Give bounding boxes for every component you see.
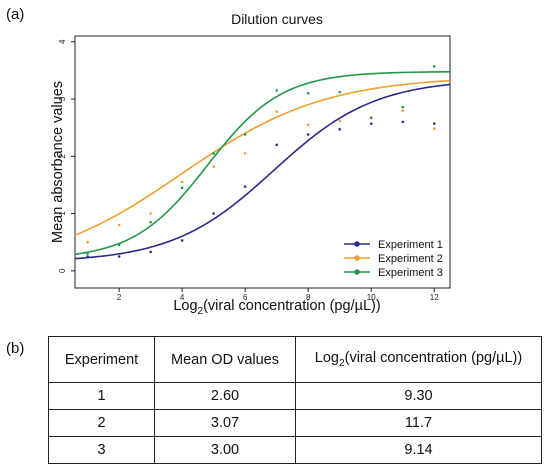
y-tick-label: 4	[58, 39, 67, 44]
y-tick-label: 1	[58, 211, 67, 216]
data-point-experiment-2	[180, 180, 184, 184]
x-axis-label: Log2(viral concentration (pg/µL))	[173, 298, 380, 317]
data-point-experiment-3	[432, 65, 436, 68]
legend-marker-2	[354, 255, 360, 261]
table-row: 2 3.07 11.7	[48, 409, 542, 437]
data-point-experiment-3	[306, 91, 310, 95]
x-tick-label: 8	[306, 293, 311, 302]
data-point-experiment-1	[369, 122, 373, 125]
data-point-experiment-2	[243, 152, 247, 155]
header-log-rest: (viral concentration (pg/µL))	[344, 350, 523, 367]
legend-entry-1: Experiment 1	[344, 239, 443, 251]
header-mean-od: Mean OD values	[154, 336, 296, 383]
data-point-experiment-3	[275, 89, 278, 92]
data-point-experiment-2	[275, 110, 278, 113]
header-log-concentration: Log2(viral concentration (pg/µL))	[295, 336, 542, 383]
cell-experiment: 2	[48, 409, 155, 437]
data-point-experiment-1	[86, 255, 89, 258]
data-point-experiment-1	[180, 239, 184, 242]
x-tick-label: 6	[243, 293, 248, 302]
cell-log-concentration: 9.14	[295, 436, 542, 464]
cell-log-concentration: 9.30	[295, 382, 542, 410]
data-point-experiment-1	[338, 128, 342, 131]
x-tick-label: 2	[117, 293, 122, 302]
data-point-experiment-1	[432, 122, 436, 125]
data-point-experiment-1	[243, 185, 247, 188]
x-tick-label: 12	[430, 293, 439, 302]
data-points	[86, 65, 436, 258]
table-row: 3 3.00 9.14	[48, 436, 542, 464]
data-point-experiment-3	[243, 133, 247, 136]
data-point-experiment-1	[401, 120, 405, 124]
plot-frame	[74, 35, 451, 289]
fit-curve-experiment-1	[74, 83, 451, 260]
data-point-experiment-3	[212, 152, 215, 155]
data-point-experiment-2	[117, 223, 121, 227]
y-tick-label: 0	[58, 268, 67, 273]
cell-experiment: 3	[48, 436, 155, 464]
legend-label-2: Experiment 2	[378, 253, 443, 265]
data-point-experiment-3	[401, 105, 405, 109]
cell-mean-od: 3.07	[154, 409, 296, 437]
header-log-base: 2	[338, 357, 345, 369]
data-point-experiment-1	[212, 212, 215, 215]
y-tick-label: 2	[58, 153, 67, 158]
data-point-experiment-2	[401, 109, 405, 112]
data-point-experiment-2	[338, 119, 342, 123]
panel-label-b: (b)	[6, 340, 25, 357]
data-point-experiment-2	[86, 240, 89, 244]
data-point-experiment-3	[338, 90, 342, 94]
x-axis-label-rest: (viral concentration (pg/µL))	[203, 298, 381, 314]
data-point-experiment-1	[149, 250, 152, 254]
table-header-row: Experiment Mean OD values Log2(viral con…	[48, 336, 542, 383]
data-point-experiment-3	[86, 252, 89, 255]
data-point-experiment-3	[149, 220, 152, 224]
x-tick-label: 10	[367, 293, 376, 302]
data-point-experiment-2	[306, 123, 310, 127]
y-axis-label: Mean absorbance values	[50, 81, 66, 243]
fit-curve-experiment-2	[74, 79, 451, 236]
x-axis-label-log: Log	[173, 298, 197, 314]
data-point-experiment-2	[212, 165, 215, 168]
summary-table: Experiment Mean OD values Log2(viral con…	[48, 336, 542, 464]
legend-marker-3	[354, 269, 360, 275]
cell-log-concentration: 11.7	[295, 409, 542, 437]
legend: Experiment 1 Experiment 2 Experiment 3	[344, 239, 443, 279]
legend-entry-3: Experiment 3	[344, 267, 443, 279]
data-point-experiment-1	[275, 143, 278, 147]
cell-mean-od: 3.00	[154, 436, 296, 464]
fitted-curves	[74, 70, 451, 260]
legend-label-3: Experiment 3	[378, 267, 443, 279]
header-log: Log	[314, 350, 339, 367]
legend-entry-2: Experiment 2	[344, 253, 443, 265]
cell-experiment: 1	[48, 382, 155, 410]
data-point-experiment-1	[117, 255, 121, 258]
data-point-experiment-3	[369, 116, 373, 120]
x-axis-label-base: 2	[198, 306, 204, 317]
data-point-experiment-1	[306, 133, 310, 136]
data-point-experiment-2	[432, 127, 436, 131]
panel-label-a: (a)	[6, 6, 25, 23]
data-point-experiment-2	[149, 212, 152, 215]
data-point-experiment-3	[180, 186, 184, 190]
legend-marker-1	[354, 241, 360, 247]
legend-label-1: Experiment 1	[378, 239, 443, 251]
x-tick-label: 4	[180, 293, 185, 302]
chart-title: Dilution curves	[231, 11, 323, 27]
fit-curve-experiment-3	[74, 70, 451, 256]
header-experiment: Experiment	[48, 336, 155, 383]
cell-mean-od: 2.60	[154, 382, 296, 410]
data-point-experiment-3	[117, 243, 121, 247]
y-tick-label: 3	[58, 96, 67, 101]
table-row: 1 2.60 9.30	[48, 382, 542, 410]
